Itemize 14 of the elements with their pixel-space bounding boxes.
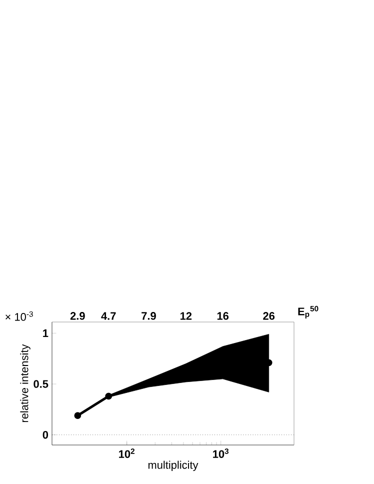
y-tick-label: 1 — [43, 329, 48, 337]
text: 12 — [180, 312, 192, 320]
y-tick-label: 0 — [42, 430, 48, 439]
x-tick-label: 10$^{2}$ — [119, 448, 134, 458]
text: 2.9 — [70, 312, 85, 320]
y-tick-label: 0.5 — [34, 380, 48, 388]
x-tick-label: 10$^{3}$ — [213, 448, 229, 458]
y-axis-title: relative intensity — [20, 344, 30, 422]
text: × 10$^{-3}$ — [6, 311, 33, 321]
text: 4.7 — [101, 312, 116, 320]
text: 7.9 — [142, 312, 156, 320]
text: 16 — [217, 312, 229, 320]
x-axis-title: multiplicity — [148, 460, 198, 471]
text: 26 — [263, 312, 275, 320]
